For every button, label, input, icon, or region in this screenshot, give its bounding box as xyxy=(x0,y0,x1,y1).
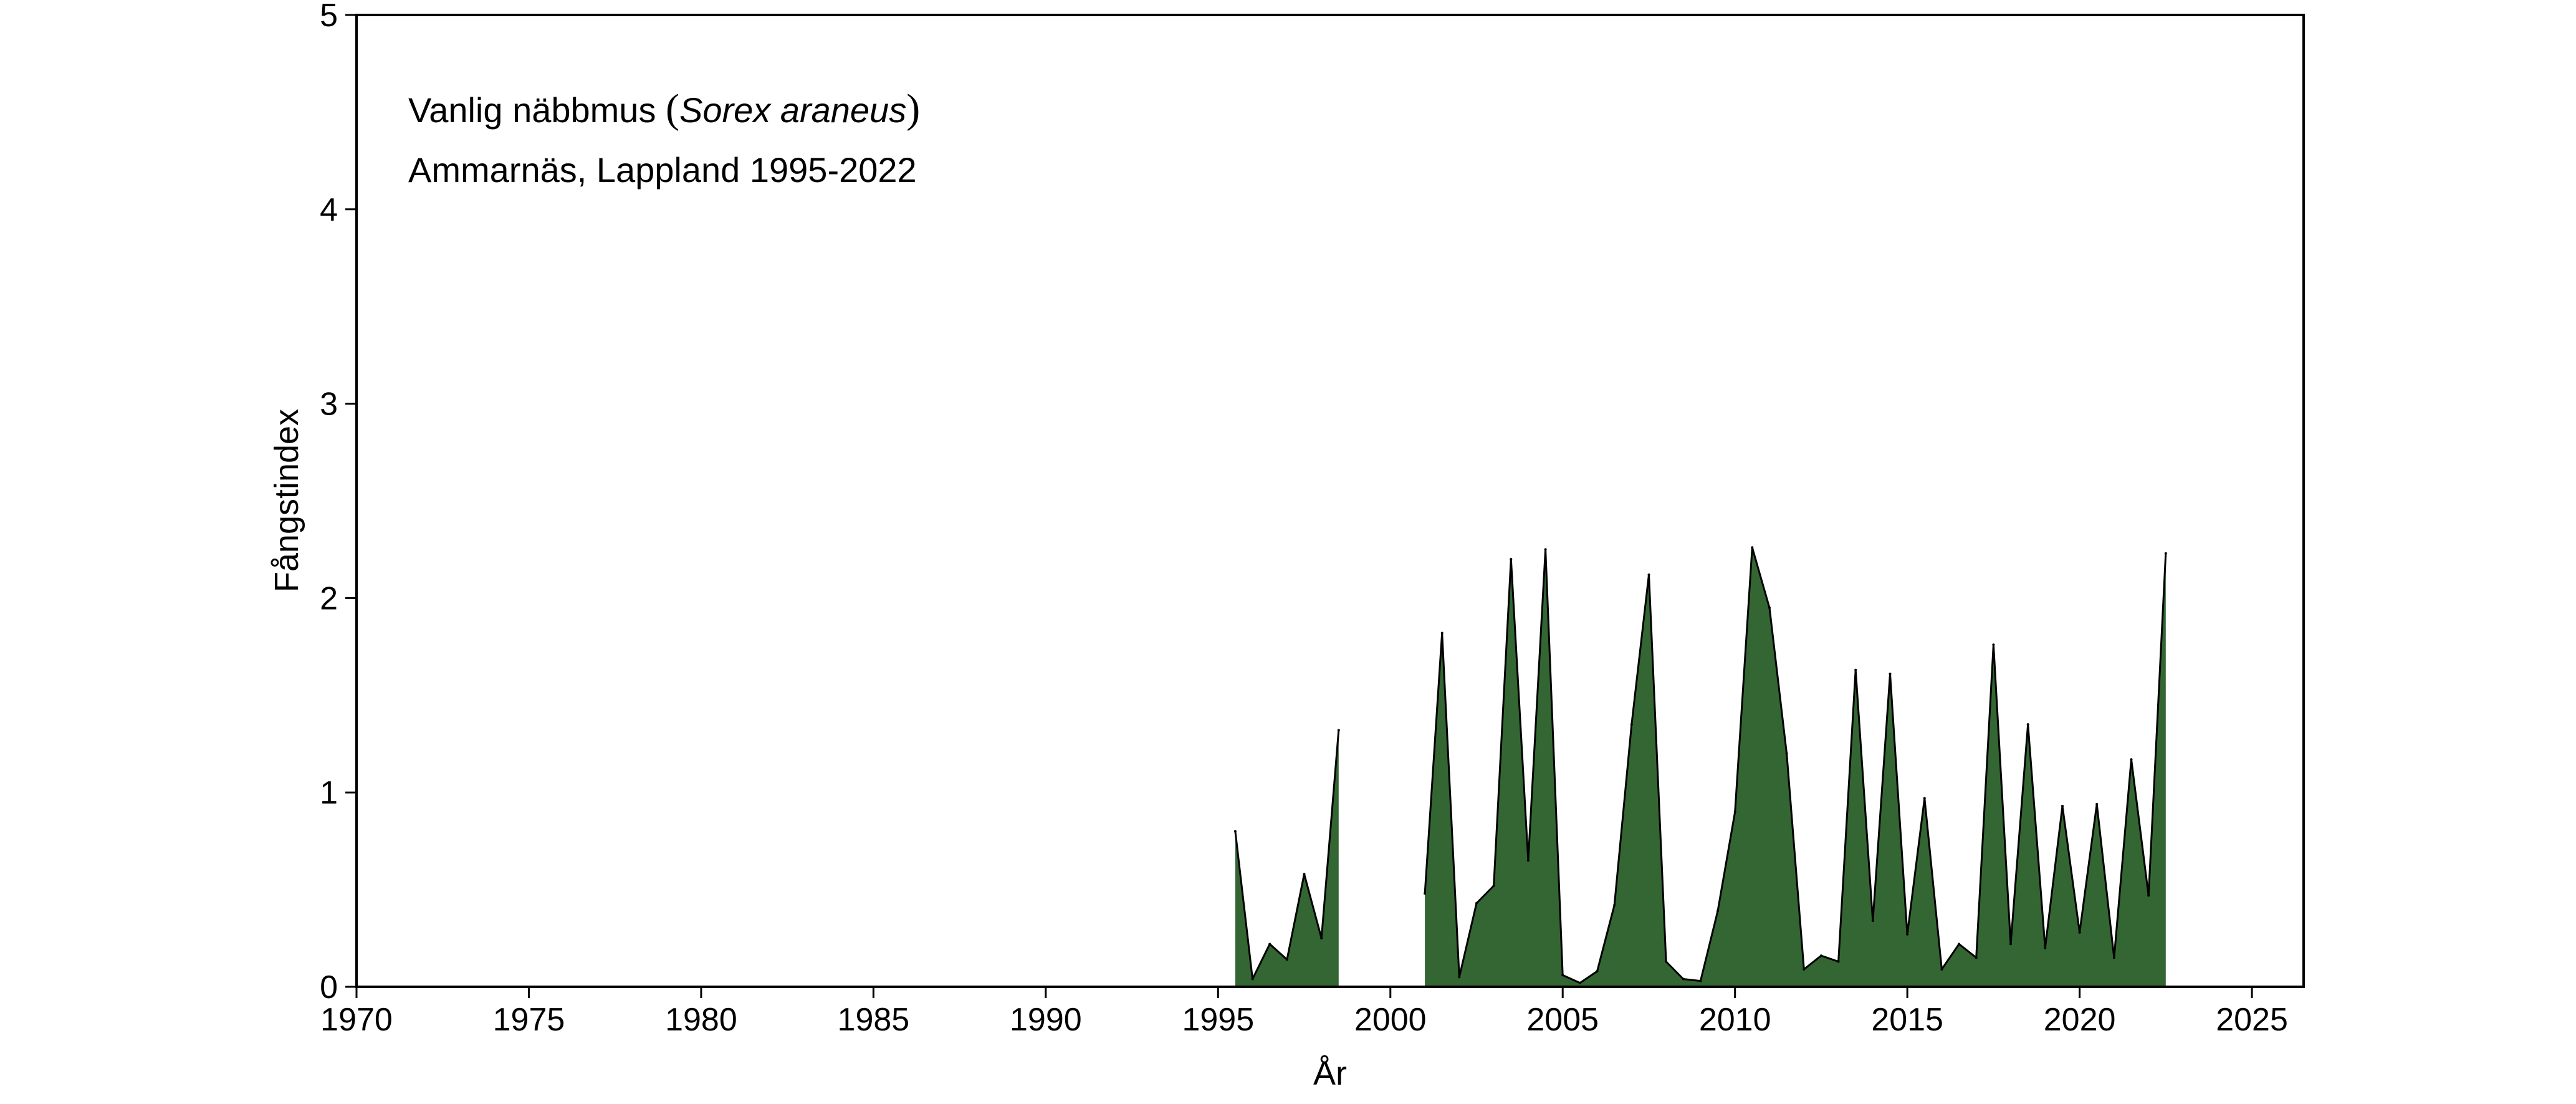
data-point xyxy=(1596,970,1599,973)
data-point xyxy=(1975,956,1978,959)
x-tick-label: 1980 xyxy=(665,1002,737,1038)
data-point xyxy=(1992,643,1995,646)
x-tick-label: 1990 xyxy=(1010,1002,1082,1038)
data-point xyxy=(2130,758,2133,761)
data-point xyxy=(1665,960,1668,963)
data-point xyxy=(1699,979,1702,982)
data-point xyxy=(1233,830,1237,833)
annotation-species: Sorex araneus xyxy=(679,90,906,130)
data-point xyxy=(1923,797,1926,800)
data-point xyxy=(2095,802,2099,805)
chart-annotation-line2: Ammarnäs, Lappland 1995-2022 xyxy=(408,150,917,190)
data-point xyxy=(1871,919,1874,922)
x-axis: 1970 1975 1980 1985 1990 1995 2000 2005 2010 2015… xyxy=(320,987,2288,1038)
data-point xyxy=(2078,931,2081,934)
data-point xyxy=(1889,673,1892,675)
x-tick-label: 2015 xyxy=(1871,1002,1943,1038)
y-tick-label: 2 xyxy=(320,580,338,617)
data-point xyxy=(1819,954,1822,958)
data-point xyxy=(2044,946,2047,949)
data-point xyxy=(1320,937,1323,939)
data-point xyxy=(1854,668,1857,671)
annotation-common-name: Vanlig näbbmus xyxy=(408,90,666,130)
data-point xyxy=(2026,723,2029,726)
y-axis-title: Fångstindex xyxy=(268,409,305,592)
data-point xyxy=(1544,548,1547,551)
data-point xyxy=(1613,904,1616,906)
x-tick-label: 2010 xyxy=(1699,1002,1771,1038)
data-point xyxy=(1561,974,1564,977)
x-tick-label: 1970 xyxy=(320,1002,393,1038)
data-point xyxy=(1475,901,1478,905)
area-segment-2 xyxy=(1425,547,2166,987)
data-point xyxy=(2061,805,2064,807)
area-outline-2 xyxy=(1424,546,2167,984)
data-point xyxy=(1492,884,1495,887)
data-point xyxy=(1785,752,1788,755)
chart-annotation-line1: Vanlig näbbmus (Sorex araneus) xyxy=(408,86,920,132)
y-tick-label: 1 xyxy=(320,775,338,811)
y-tick-label: 0 xyxy=(320,969,338,1006)
data-point xyxy=(1940,967,1943,971)
data-point xyxy=(1337,729,1340,732)
data-point xyxy=(1458,976,1461,979)
x-tick-label: 1985 xyxy=(838,1002,910,1038)
x-tick-label: 1995 xyxy=(1182,1002,1254,1038)
data-point xyxy=(1630,723,1633,726)
data-point xyxy=(1526,859,1530,862)
data-point xyxy=(1733,810,1736,814)
data-point xyxy=(1803,967,1806,971)
data-point xyxy=(2164,552,2167,555)
data-point xyxy=(1768,607,1771,609)
y-axis: 0 1 2 3 4 5 xyxy=(320,0,357,1006)
annotation-paren-close: ) xyxy=(906,86,920,132)
data-point xyxy=(1303,873,1306,876)
x-tick-label: 2025 xyxy=(2216,1002,2288,1038)
x-tick-label: 2005 xyxy=(1526,1002,1599,1038)
y-tick-label: 5 xyxy=(320,0,338,34)
data-point xyxy=(1285,958,1288,961)
data-point xyxy=(1958,943,1961,946)
data-point xyxy=(1751,546,1754,549)
data-point xyxy=(1578,981,1581,984)
x-tick-label: 2020 xyxy=(2044,1002,2116,1038)
x-tick-label: 1975 xyxy=(493,1002,565,1038)
data-point xyxy=(2112,956,2115,959)
x-axis-title: År xyxy=(1313,1055,1347,1092)
data-point xyxy=(2147,894,2150,897)
data-point xyxy=(1510,558,1513,560)
data-point xyxy=(1440,631,1444,635)
data-point xyxy=(1837,960,1840,963)
area-segment-1 xyxy=(1235,730,1339,987)
y-tick-label: 4 xyxy=(320,192,338,228)
y-tick-label: 3 xyxy=(320,386,338,423)
data-point xyxy=(1268,943,1271,946)
data-point xyxy=(1717,910,1719,913)
area-layer xyxy=(1233,546,2167,987)
plot-frame xyxy=(355,14,2305,988)
data-point xyxy=(2009,943,2012,946)
data-point xyxy=(1682,977,1685,981)
annotation-paren-open: ( xyxy=(666,86,679,132)
data-point xyxy=(1424,892,1427,895)
data-point xyxy=(1251,977,1254,981)
data-point xyxy=(1647,574,1650,576)
x-tick-label: 2000 xyxy=(1354,1002,1427,1038)
data-point xyxy=(1906,933,1909,936)
